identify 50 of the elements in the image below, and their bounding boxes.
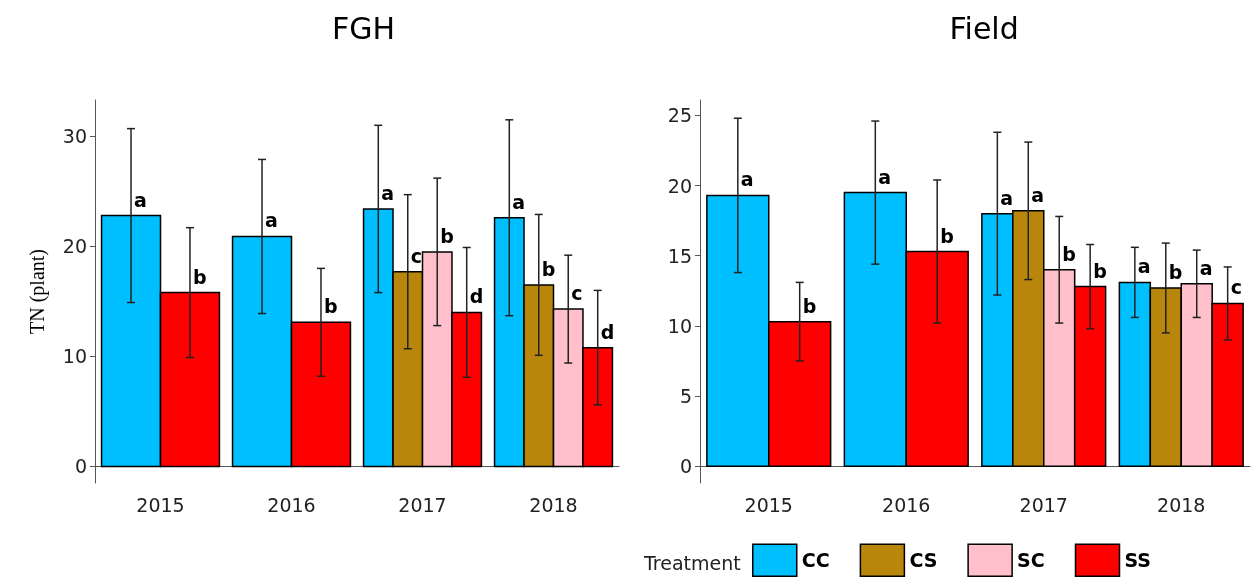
y-tick-label: 0 [679,455,692,478]
annotation: b [541,257,556,280]
annotation: c [571,282,583,305]
y-tick-label: 5 [679,385,692,408]
x-tick-label: 2015 [136,493,185,516]
annotation: b [1168,260,1183,283]
x-tick-label: 2018 [1157,493,1206,516]
annotation: d [600,320,615,343]
annotation: a [512,190,526,213]
x-tick-label: 2017 [1019,493,1068,516]
y-tick-label: 20 [667,174,692,197]
annotation: a [878,165,892,188]
annotation: b [802,294,817,317]
legend-label: SS [1124,549,1152,572]
chart-title: Field [949,10,1019,46]
y-tick-label: 15 [667,244,692,267]
annotation: b [192,265,207,288]
legend-label: SC [1017,549,1045,572]
annotation: c [410,244,423,267]
x-tick-label: 2018 [529,493,578,516]
legend-title: Treatment [643,551,741,574]
y-tick-label: 25 [667,104,692,127]
chart-title: FGH [332,10,396,46]
y-tick-label: 30 [62,125,87,148]
annotation: b [940,224,954,247]
legend-label: CS [909,549,938,572]
y-tick-label: 10 [62,345,87,368]
annotation: a [134,188,147,211]
y-tick-label: 20 [62,235,87,258]
x-tick-label: 2016 [882,493,931,516]
y-tick-label: 0 [74,455,87,478]
y-axis-title: TN (plant) [26,249,49,334]
annotation: a [740,168,754,191]
annotation: b [1093,259,1107,282]
annotation: c [1230,276,1242,299]
annotation: b [440,224,454,247]
legend-label: CC [801,549,830,572]
annotation: a [265,209,278,232]
x-tick-label: 2017 [398,493,447,516]
annotation: b [323,295,338,318]
annotation: a [1199,256,1213,279]
annotation: b [1062,242,1076,265]
annotation: a [1031,183,1045,206]
annotation: d [469,285,484,308]
y-tick-label: 10 [667,314,692,337]
annotation: a [381,181,395,204]
x-tick-label: 2016 [267,493,316,516]
x-tick-label: 2015 [744,493,793,516]
annotation: a [1137,255,1151,278]
annotation: a [1000,186,1014,209]
